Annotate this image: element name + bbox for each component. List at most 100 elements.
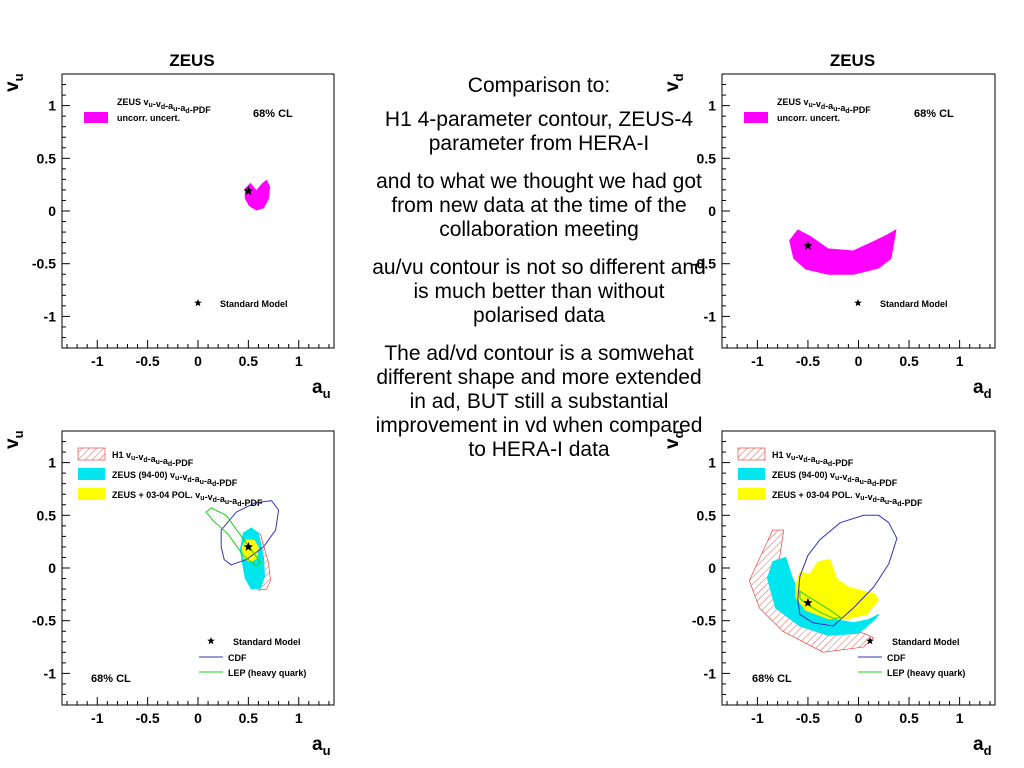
chart-title: ZEUS xyxy=(169,51,214,70)
legend-swatch-h1 xyxy=(77,447,106,461)
legend-line-cdf-label: CDF xyxy=(887,653,906,663)
x-tick-label: -1 xyxy=(751,353,764,369)
y-tick-label: -1 xyxy=(44,665,57,681)
legend-standard-model: Standard Model xyxy=(220,299,288,309)
x-tick-label: -0.5 xyxy=(796,710,820,726)
legend-star-marker xyxy=(866,637,874,645)
y-tick-label: 0 xyxy=(708,560,716,576)
legend-swatch-h1 xyxy=(737,447,766,461)
x-tick-label: 0.5 xyxy=(239,353,259,369)
note-new-data: and to what we thought we had got from n… xyxy=(376,170,702,241)
y-tick-label: 0.5 xyxy=(697,507,717,523)
standard-model-point xyxy=(243,186,254,195)
legend-swatch-zeus-pol xyxy=(78,488,105,500)
confidence-level-label: 68% CL xyxy=(752,673,792,685)
y-tick-label: -0.5 xyxy=(692,256,716,272)
x-tick-label: -1 xyxy=(91,353,104,369)
standard-model-point xyxy=(243,541,254,551)
y-tick-label: 0.5 xyxy=(37,507,57,523)
legend-standard-model: Standard Model xyxy=(880,299,948,309)
x-tick-label: 0.5 xyxy=(899,710,919,726)
legend-zeus-pdf: ZEUS vu-vd-au-ad-PDF xyxy=(777,97,871,115)
legend-zeus-pdf: ZEUS vu-vd-au-ad-PDF xyxy=(117,97,211,115)
y-tick-label: -1 xyxy=(704,665,717,681)
contour-line-3 xyxy=(220,500,280,566)
legend-star-marker xyxy=(854,299,862,307)
x-axis-label: au xyxy=(312,377,331,401)
legend-standard-model: Standard Model xyxy=(892,637,960,647)
x-axis-label: ad xyxy=(973,734,992,758)
legend-star-marker xyxy=(194,299,202,307)
legend-uncorr-uncert: uncorr. uncert. xyxy=(777,113,840,123)
x-tick-label: 0.5 xyxy=(899,353,919,369)
x-tick-label: -0.5 xyxy=(136,353,160,369)
confidence-level-label: 68% CL xyxy=(91,673,131,685)
x-tick-label: 1 xyxy=(956,353,964,369)
y-axis-label: vu xyxy=(2,430,26,449)
x-axis-label: au xyxy=(312,734,331,758)
y-tick-label: 1 xyxy=(708,98,716,114)
y-tick-label: -0.5 xyxy=(32,613,56,629)
note-h1-zeus: H1 4-parameter contour, ZEUS-4 parameter… xyxy=(384,108,694,155)
contour-region-0 xyxy=(244,179,271,211)
x-tick-label: 0 xyxy=(194,353,202,369)
legend-uncorr-uncert: uncorr. uncert. xyxy=(117,113,180,123)
x-tick-label: -0.5 xyxy=(136,710,160,726)
x-tick-label: 1 xyxy=(956,710,964,726)
x-tick-label: 0 xyxy=(855,710,863,726)
x-tick-label: 1 xyxy=(295,353,303,369)
standard-model-point xyxy=(803,597,813,607)
x-tick-label: 0 xyxy=(855,353,863,369)
standard-model-point xyxy=(803,240,813,250)
y-tick-label: -0.5 xyxy=(692,613,716,629)
y-tick-label: -0.5 xyxy=(32,256,56,272)
legend-standard-model: Standard Model xyxy=(233,637,301,647)
contour-line-3 xyxy=(797,514,898,627)
y-axis-label: vd xyxy=(662,73,686,92)
commentary-text: Comparison to: H1 4-parameter contour, Z… xyxy=(372,74,706,476)
y-axis-label: vu xyxy=(2,73,26,92)
x-tick-label: -1 xyxy=(91,710,104,726)
x-tick-label: 1 xyxy=(295,710,303,726)
contour-region-2 xyxy=(795,559,880,620)
legend-line-lep-label: LEP (heavy quark) xyxy=(887,668,965,678)
legend-swatch-zeus-pol xyxy=(738,488,765,500)
y-tick-label: 0 xyxy=(48,203,56,219)
contour-region-1 xyxy=(766,556,880,636)
x-tick-label: -0.5 xyxy=(796,353,820,369)
legend-entry-0: H1 vu-vd-au-ad-PDF xyxy=(772,450,854,468)
note-ad-vd: The ad/vd contour is a somwehat differen… xyxy=(375,342,703,461)
x-axis-label: ad xyxy=(973,377,992,401)
y-tick-label: 0 xyxy=(708,203,716,219)
legend-entry-2: ZEUS + 03-04 POL. vu-vd-au-ad-PDF xyxy=(772,490,923,508)
x-tick-label: -1 xyxy=(751,710,764,726)
legend-swatch-zeus-9400 xyxy=(738,468,765,480)
confidence-level-label: 68% CL xyxy=(914,108,954,120)
y-tick-label: -1 xyxy=(44,308,57,324)
note-comparison-heading: Comparison to: xyxy=(467,74,611,97)
y-tick-label: 1 xyxy=(708,455,716,471)
legend-entry-1: ZEUS (94-00) vu-vd-au-ad-PDF xyxy=(772,470,898,488)
x-tick-label: 0.5 xyxy=(239,710,259,726)
y-tick-label: 0.5 xyxy=(37,150,57,166)
y-tick-label: -1 xyxy=(704,308,717,324)
legend-swatch-zeus-9400 xyxy=(78,468,105,480)
legend-star-marker xyxy=(207,637,215,645)
legend-entry-0: H1 vu-vd-au-ad-PDF xyxy=(112,450,194,468)
legend-entry-1: ZEUS (94-00) vu-vd-au-ad-PDF xyxy=(112,470,238,488)
confidence-level-label: 68% CL xyxy=(253,108,293,120)
y-tick-label: 1 xyxy=(48,455,56,471)
y-tick-label: 1 xyxy=(48,98,56,114)
chart-title: ZEUS xyxy=(830,51,875,70)
note-au-vu: au/vu contour is not so different and is… xyxy=(372,256,706,327)
contour-region-0 xyxy=(789,229,897,275)
y-axis-label: vd xyxy=(662,430,686,449)
legend-swatch-magenta xyxy=(84,112,108,123)
contour-region-2 xyxy=(241,538,259,563)
y-tick-label: 0.5 xyxy=(697,150,717,166)
legend-line-cdf-label: CDF xyxy=(228,653,247,663)
legend-line-lep-label: LEP (heavy quark) xyxy=(228,668,306,678)
